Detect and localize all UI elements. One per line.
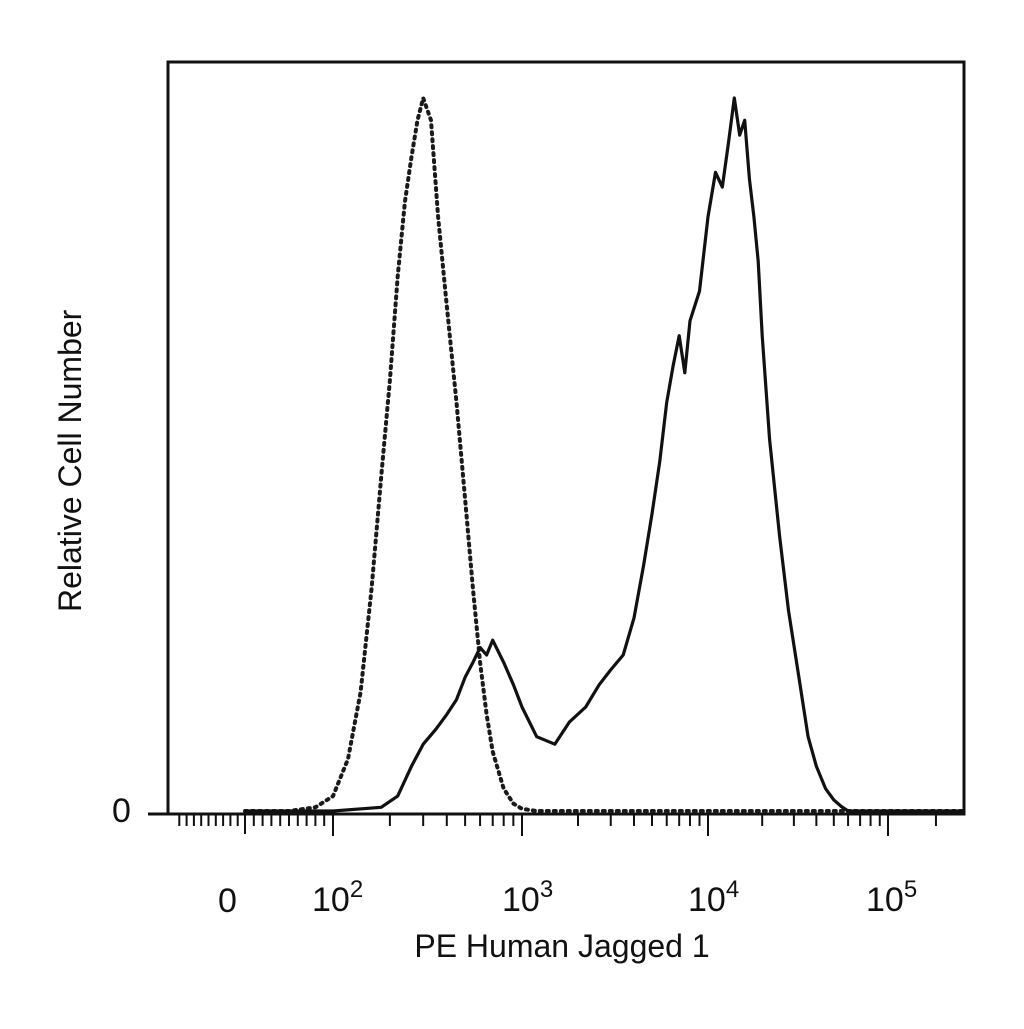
x-tick-label-1e3: 103 — [502, 876, 554, 919]
x-tick-label-1e4: 104 — [688, 876, 740, 919]
series-stained-solid — [245, 96, 964, 813]
x-tick-label-1e2: 102 — [312, 876, 364, 919]
series-layer — [243, 96, 966, 813]
x-tick-label-0: 0 — [218, 882, 237, 920]
y-tick-label-0: 0 — [112, 792, 131, 830]
x-axis-title: PE Human Jagged 1 — [414, 928, 710, 964]
x-axis-ticks — [178, 814, 937, 836]
x-tick-label-1e5: 105 — [866, 876, 918, 919]
plot-frame — [166, 60, 966, 816]
series-control-dotted — [243, 96, 966, 813]
y-axis-title: Relative Cell Number — [52, 309, 88, 612]
